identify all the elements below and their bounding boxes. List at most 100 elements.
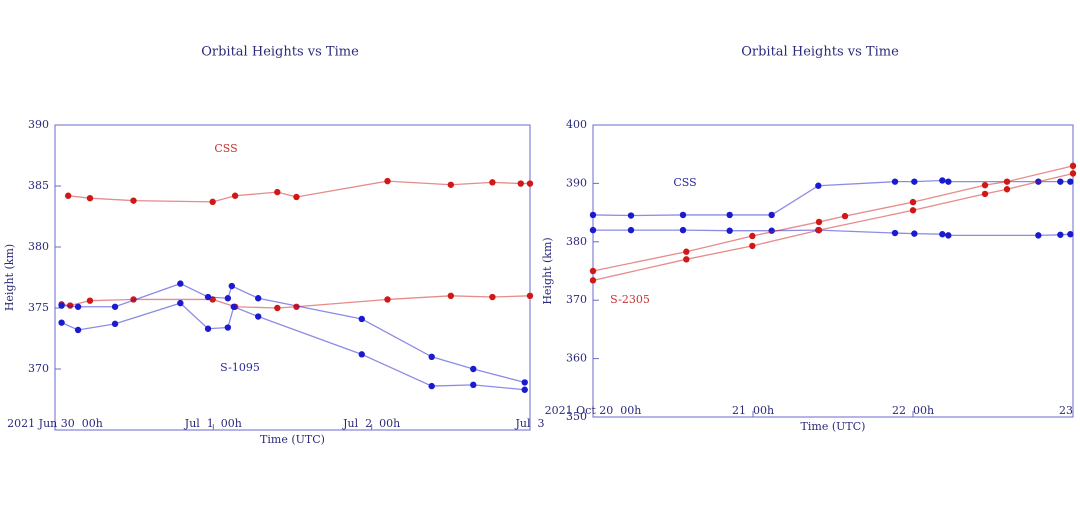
data-point: [58, 319, 65, 326]
data-point: [891, 178, 899, 185]
x-tick-label: 21 00h: [732, 404, 774, 417]
data-point: [470, 365, 477, 373]
data-point: [768, 211, 775, 219]
data-point: [726, 211, 733, 219]
series-line: [593, 229, 1071, 237]
data-point: [589, 277, 597, 284]
annotation: CSS: [673, 176, 696, 189]
data-point: [815, 182, 822, 189]
data-point: [64, 192, 72, 199]
x-tick-label: 2021 Oct 20 00h: [545, 404, 642, 417]
x-tick-label: 23 0: [1059, 404, 1080, 417]
data-point: [945, 178, 952, 185]
x-tick-label: Jul 1 00h: [184, 417, 242, 430]
data-point: [74, 326, 82, 334]
data-point: [358, 351, 365, 358]
x-tick-label: 22 00h: [892, 404, 934, 417]
data-point: [384, 177, 391, 185]
y-tick-label: 380: [566, 235, 587, 248]
data-point: [1003, 186, 1011, 193]
data-point: [749, 242, 756, 250]
data-point: [526, 292, 534, 299]
annotation: S-2305: [610, 293, 650, 306]
data-point: [1069, 162, 1077, 170]
data-point: [254, 313, 262, 320]
series-line: [592, 172, 1074, 281]
x-tick-label: 2021 Jun 30 00h: [7, 417, 103, 430]
data-point: [111, 320, 119, 328]
data-point: [470, 381, 477, 389]
data-point: [589, 211, 597, 219]
data-point: [86, 195, 94, 202]
data-point: [726, 227, 733, 234]
series-line: [61, 295, 531, 309]
series-line: [592, 179, 1071, 217]
y-tick-label: 380: [28, 240, 49, 253]
data-point: [384, 296, 391, 303]
data-point: [521, 379, 528, 386]
y-tick-label: 360: [566, 352, 587, 365]
y-axis-label: Height (km): [541, 237, 554, 304]
data-point: [274, 304, 281, 312]
data-point: [293, 193, 300, 201]
data-point: [204, 293, 212, 301]
data-point: [981, 181, 989, 189]
data-point: [1067, 178, 1074, 185]
data-point: [815, 218, 823, 226]
series-line: [68, 180, 530, 203]
data-point: [517, 180, 524, 187]
data-point: [254, 295, 262, 302]
data-point: [683, 256, 690, 263]
data-point: [981, 190, 989, 198]
plot-frame: [54, 124, 531, 431]
x-tick-label: Jul 2 00h: [342, 417, 400, 430]
plot-frame: [592, 124, 1074, 418]
data-point: [841, 212, 849, 220]
data-point: [274, 188, 281, 196]
y-tick-label: 370: [28, 362, 49, 375]
data-point: [909, 198, 917, 206]
data-point: [1067, 231, 1074, 238]
data-point: [939, 231, 946, 238]
data-point: [1035, 232, 1042, 239]
x-axis-label: Time (UTC): [801, 420, 866, 433]
data-point: [891, 229, 899, 237]
data-point: [589, 226, 597, 234]
data-point: [447, 181, 455, 188]
data-point: [521, 386, 528, 393]
y-tick-label: 390: [28, 118, 49, 131]
data-point: [1069, 170, 1077, 177]
data-point: [228, 282, 236, 290]
data-point: [679, 211, 687, 219]
y-tick-label: 400: [566, 118, 587, 131]
data-point: [74, 303, 82, 310]
y-tick-label: 370: [566, 293, 587, 306]
data-point: [489, 293, 496, 301]
y-tick-label: 350: [566, 410, 587, 423]
data-point: [224, 324, 232, 331]
data-point: [1057, 231, 1064, 238]
data-point: [130, 197, 137, 204]
chart-title: Orbital Heights vs Time: [741, 45, 899, 60]
x-axis-label: Time (UTC): [260, 433, 325, 446]
data-point: [209, 198, 216, 206]
data-point: [627, 226, 635, 234]
data-point: [428, 382, 435, 390]
data-point: [58, 302, 65, 309]
data-point: [815, 226, 823, 234]
data-point: [224, 295, 232, 302]
data-point: [230, 303, 237, 310]
data-point: [86, 297, 94, 304]
data-point: [177, 299, 184, 307]
data-point: [358, 315, 365, 323]
series-line: [61, 302, 525, 391]
data-point: [1003, 178, 1011, 185]
data-point: [589, 267, 597, 275]
data-point: [909, 207, 917, 214]
data-point: [447, 292, 455, 299]
x-tick-label: Jul 3: [514, 417, 544, 430]
data-point: [683, 248, 690, 255]
annotation: S-1095: [220, 361, 260, 374]
data-point: [627, 212, 635, 219]
